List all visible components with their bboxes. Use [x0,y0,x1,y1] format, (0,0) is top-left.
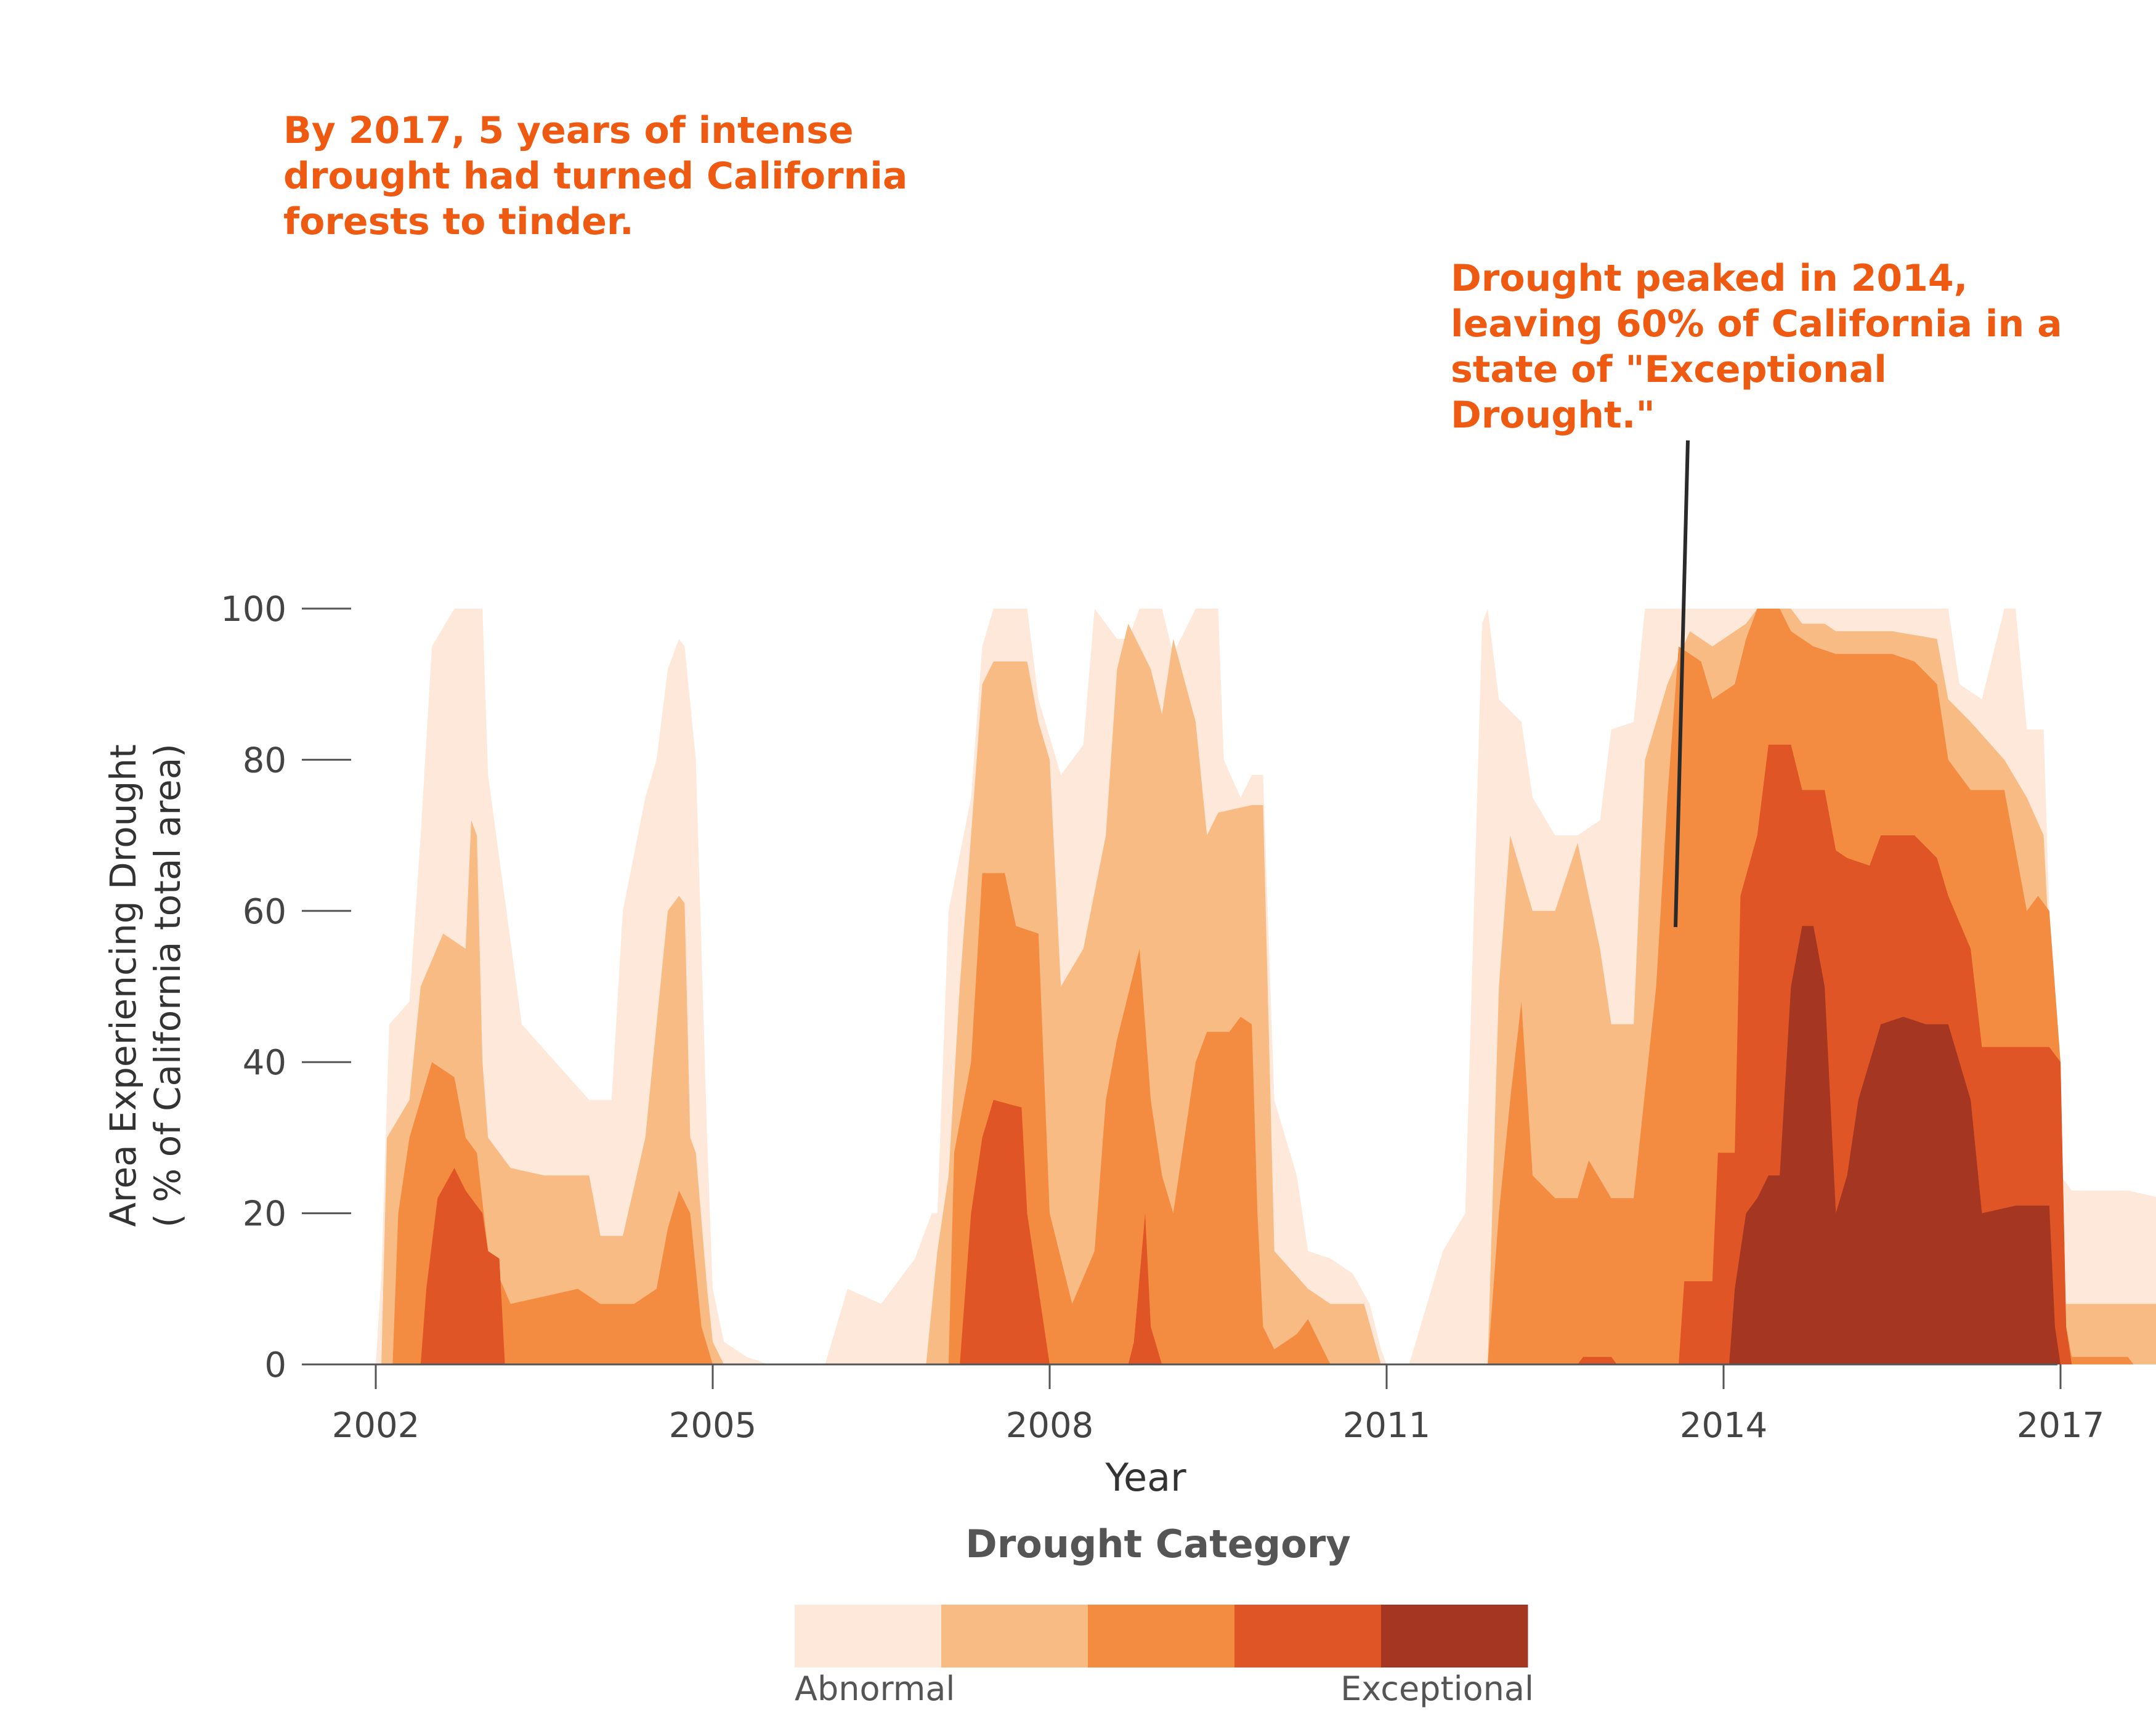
x-axis-title: Year [1104,1455,1186,1500]
x-axis-ticks: 2002 2005 2008 2011 2014 2017 [332,1364,2105,1446]
x-tick-label: 2002 [332,1406,420,1446]
y-tick-label: 0 [264,1345,286,1385]
y-axis-ticks: 0 20 40 60 80 100 [221,590,351,1385]
x-tick-label: 2014 [1680,1406,1768,1446]
y-tick-label: 20 [243,1194,286,1234]
x-tick-label: 2005 [669,1406,757,1446]
legend-low-label: Abnormal [795,1669,955,1708]
peak-annotation: Drought peaked in 2014, leaving 60% of C… [1451,257,2062,437]
headline-annotation: By 2017, 5 years of intense drought had … [283,109,908,243]
y-tick-label: 40 [243,1043,286,1083]
x-tick-label: 2011 [1343,1406,1431,1446]
x-tick-label: 2008 [1006,1406,1094,1446]
area-series-5 [1729,926,2061,1364]
y-tick-label: 80 [243,740,286,780]
legend-swatch-2 [941,1605,1088,1667]
legend-swatch-5 [1381,1605,1528,1667]
legend-high-label: Exceptional [1340,1669,1534,1708]
y-axis-title: Area Experiencing Drought( % of Californ… [102,744,188,1228]
x-tick-label: 2017 [2017,1406,2105,1446]
area-series-group [376,609,2156,1364]
peak-annotation-leader-line [1674,440,1690,928]
legend-color-bar [795,1605,1528,1667]
legend-swatch-3 [1088,1605,1235,1667]
legend-swatch-1 [795,1605,942,1667]
y-tick-label: 60 [243,892,286,932]
legend-swatch-4 [1234,1605,1382,1667]
y-tick-label: 100 [221,590,286,630]
legend-title: Drought Category [965,1521,1351,1566]
area-series-3 [392,609,2134,1364]
